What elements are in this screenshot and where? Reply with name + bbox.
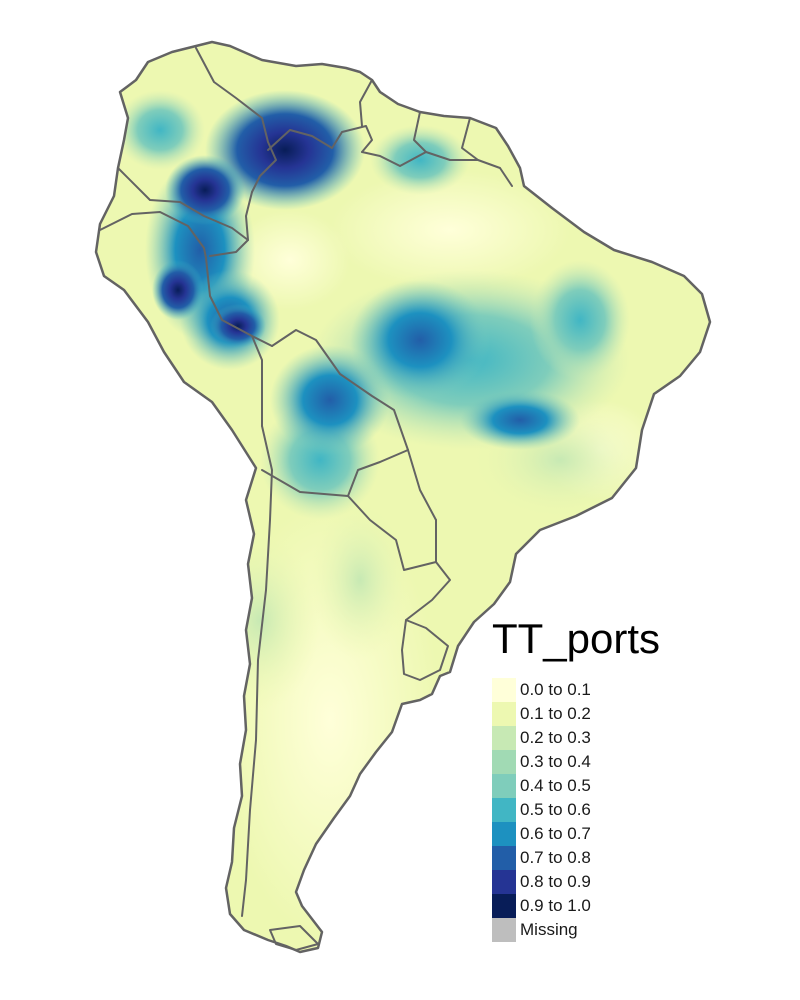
country-borders: [94, 40, 712, 954]
legend-item: 0.9 to 1.0: [492, 894, 660, 918]
legend-label: 0.1 to 0.2: [520, 704, 591, 723]
legend-item: 0.8 to 0.9: [492, 870, 660, 894]
legend-item: 0.1 to 0.2: [492, 702, 660, 726]
tierra-del-fuego: [269, 925, 319, 951]
paraguay-argentina-border: [347, 495, 437, 571]
venezuela-guyana-border: [359, 79, 373, 127]
legend-swatch: [492, 870, 516, 894]
legend-label: 0.0 to 0.1: [520, 680, 591, 699]
legend-label: 0.3 to 0.4: [520, 752, 591, 771]
legend-item: 0.6 to 0.7: [492, 822, 660, 846]
legend-label: Missing: [520, 920, 578, 939]
guyana-suriname-border: [413, 111, 427, 153]
colombia-venezuela-border: [195, 47, 277, 193]
legend-item: 0.5 to 0.6: [492, 798, 660, 822]
legend-item: 0.0 to 0.1: [492, 678, 660, 702]
legend-swatch: [492, 774, 516, 798]
legend-item: 0.4 to 0.5: [492, 774, 660, 798]
legend-swatch: [492, 822, 516, 846]
legend-swatch: [492, 750, 516, 774]
legend-item: Missing: [492, 918, 660, 942]
legend-label: 0.5 to 0.6: [520, 800, 591, 819]
legend-label: 0.9 to 1.0: [520, 896, 591, 915]
suriname-guiana-border: [461, 117, 479, 161]
legend-swatch: [492, 726, 516, 750]
bolivia-argentina-border: [261, 469, 349, 497]
guianas-brazil-border: [361, 151, 513, 187]
chile-argentina-border: [241, 425, 273, 917]
legend-swatch: [492, 918, 516, 942]
uruguay-border: [401, 619, 449, 681]
legend-swatch: [492, 798, 516, 822]
legend-swatch: [492, 894, 516, 918]
legend-label: 0.8 to 0.9: [520, 872, 591, 891]
argentina-brazil-border: [405, 561, 451, 621]
peru-bolivia-border: [251, 335, 263, 427]
legend-item: 0.7 to 0.8: [492, 846, 660, 870]
paraguay-brazil-border: [407, 449, 437, 521]
legend-swatch: [492, 678, 516, 702]
legend-swatch: [492, 702, 516, 726]
legend-item: 0.3 to 0.4: [492, 750, 660, 774]
legend-label: 0.7 to 0.8: [520, 848, 591, 867]
bolivia-paraguay-border: [347, 449, 409, 497]
colombia-ecuador-peru-border: [117, 167, 249, 257]
bolivia-brazil-border: [271, 329, 409, 451]
colombia-brazil-border: [245, 191, 253, 241]
legend-title: TT_ports: [492, 615, 661, 662]
legend-label: 0.2 to 0.3: [520, 728, 591, 747]
legend-items: 0.0 to 0.1 0.1 to 0.2 0.2 to 0.3 0.3 to 0.4…: [492, 678, 660, 942]
legend-item: 0.2 to 0.3: [492, 726, 660, 750]
legend-label: 0.4 to 0.5: [520, 776, 591, 795]
peru-brazil-border: [205, 257, 273, 347]
legend: TT_ports 0.0 to 0.1 0.1 to 0.2 0.2 to 0.3 0…: [492, 618, 660, 942]
ecuador-peru-border: [99, 211, 207, 259]
legend-label: 0.6 to 0.7: [520, 824, 591, 843]
venezuela-brazil-border: [267, 125, 373, 153]
legend-swatch: [492, 846, 516, 870]
